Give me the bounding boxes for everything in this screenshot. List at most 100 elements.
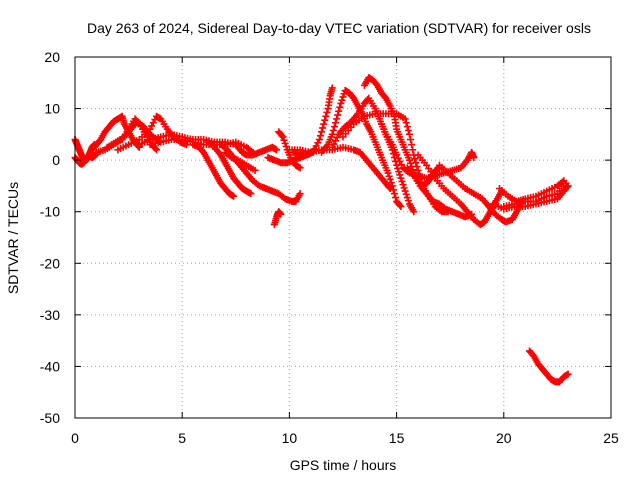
data-point bbox=[410, 208, 418, 216]
data-point bbox=[247, 190, 255, 198]
y-tick-label: -10 bbox=[40, 204, 60, 220]
data-point bbox=[401, 115, 409, 123]
y-tick-label: -50 bbox=[40, 410, 60, 426]
series-arc-30 bbox=[526, 347, 572, 386]
data-point bbox=[402, 190, 410, 198]
data-point bbox=[331, 119, 339, 127]
data-point bbox=[563, 183, 571, 191]
data-point bbox=[405, 156, 413, 164]
data-point bbox=[329, 126, 337, 134]
data-point bbox=[560, 177, 568, 185]
axis-ticks bbox=[74, 56, 612, 419]
series-arc-10 bbox=[204, 138, 255, 198]
data-point bbox=[333, 115, 341, 123]
x-tick-label: 5 bbox=[178, 430, 186, 446]
data-point bbox=[278, 132, 286, 140]
data-point bbox=[230, 192, 238, 200]
data-point bbox=[399, 181, 407, 189]
data-point bbox=[338, 96, 346, 104]
data-point bbox=[281, 139, 289, 147]
plot-frame bbox=[74, 56, 612, 419]
data-point bbox=[397, 174, 405, 182]
data-point bbox=[404, 126, 412, 134]
y-tick-label: 10 bbox=[44, 101, 60, 117]
data-point bbox=[316, 132, 324, 140]
series-arc-02 bbox=[71, 150, 100, 168]
data-point bbox=[388, 182, 396, 190]
y-tick-label: -20 bbox=[40, 255, 60, 271]
series-arc-13 bbox=[221, 148, 259, 174]
data-point bbox=[152, 146, 160, 154]
data-point bbox=[296, 190, 304, 198]
tick-labels: 0 5 10 15 20 25 20 10 0 -10 -20 -30 -40 -50 bbox=[40, 49, 619, 446]
data-point bbox=[277, 210, 285, 218]
data-point bbox=[392, 194, 400, 202]
x-tick-label: 25 bbox=[603, 430, 619, 446]
series-arc-14 bbox=[270, 208, 285, 229]
y-axis-title: SDTVAR / TECUs bbox=[5, 182, 21, 294]
data-point bbox=[407, 136, 415, 144]
data-point bbox=[401, 187, 409, 195]
data-point bbox=[319, 124, 327, 132]
data-points bbox=[71, 74, 572, 386]
x-tick-label: 15 bbox=[389, 430, 405, 446]
series-arc-29 bbox=[496, 177, 568, 205]
data-point bbox=[321, 116, 329, 124]
data-point bbox=[396, 171, 404, 179]
data-point bbox=[336, 103, 344, 111]
data-point bbox=[330, 123, 338, 131]
x-axis-title: GPS time / hours bbox=[290, 457, 397, 473]
data-point bbox=[322, 112, 330, 120]
x-tick-label: 10 bbox=[282, 430, 298, 446]
data-point bbox=[402, 119, 410, 127]
data-point bbox=[339, 93, 347, 101]
data-point bbox=[320, 120, 328, 128]
grid bbox=[75, 57, 611, 418]
data-point bbox=[384, 169, 392, 177]
data-point bbox=[409, 146, 417, 154]
chart-title: Day 263 of 2024, Sidereal Day-to-day VTE… bbox=[87, 20, 591, 36]
data-point bbox=[315, 136, 323, 144]
y-tick-label: -30 bbox=[40, 307, 60, 323]
data-point bbox=[403, 194, 411, 202]
data-point bbox=[408, 141, 416, 149]
data-point bbox=[296, 164, 304, 172]
data-point bbox=[279, 133, 287, 141]
y-tick-label: 20 bbox=[44, 49, 60, 65]
data-point bbox=[390, 190, 398, 198]
y-tick-label: -40 bbox=[40, 358, 60, 374]
data-point bbox=[318, 128, 326, 136]
data-point bbox=[397, 203, 405, 211]
x-tick-label: 20 bbox=[496, 430, 512, 446]
data-point bbox=[385, 172, 393, 180]
data-point bbox=[411, 155, 419, 163]
data-point bbox=[400, 184, 408, 192]
data-point bbox=[334, 111, 342, 119]
data-point bbox=[398, 177, 406, 185]
x-tick-label: 0 bbox=[71, 430, 79, 446]
data-point bbox=[273, 146, 281, 154]
series-arc-12 bbox=[232, 141, 281, 159]
data-point bbox=[403, 123, 411, 131]
y-tick-label: 0 bbox=[52, 152, 60, 168]
data-point bbox=[386, 175, 394, 183]
data-point bbox=[328, 130, 336, 138]
data-point bbox=[280, 136, 288, 144]
series-arc-23 bbox=[378, 120, 478, 182]
data-point bbox=[396, 201, 404, 209]
data-point bbox=[405, 130, 413, 138]
data-point bbox=[385, 183, 393, 191]
data-point bbox=[395, 168, 403, 176]
data-point bbox=[323, 108, 331, 116]
data-point bbox=[413, 163, 421, 171]
data-point bbox=[251, 166, 259, 174]
data-point bbox=[335, 107, 343, 115]
data-point bbox=[470, 154, 478, 162]
data-point bbox=[182, 141, 190, 149]
data-point bbox=[328, 84, 336, 92]
data-point bbox=[389, 186, 397, 194]
series-arc-06 bbox=[114, 112, 190, 154]
data-point bbox=[387, 179, 395, 187]
data-point bbox=[337, 99, 345, 107]
